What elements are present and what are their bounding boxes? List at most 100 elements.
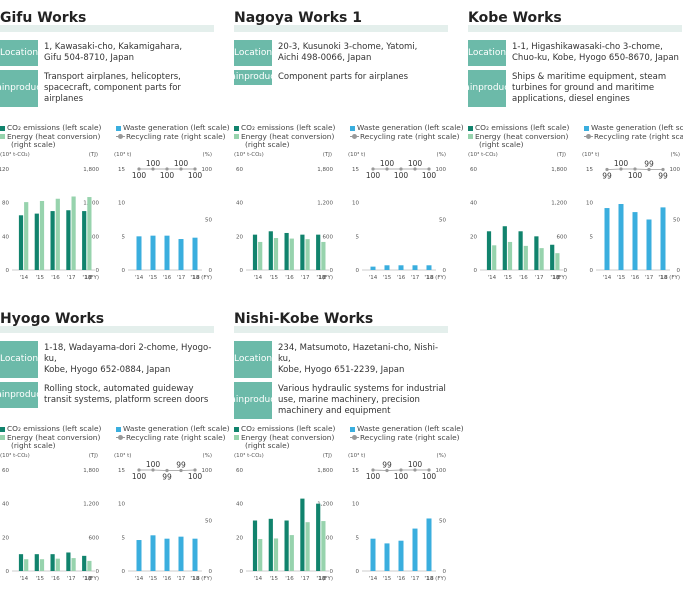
energy-bar bbox=[539, 248, 544, 270]
products-row: MainproductsRolling stock, automated gui… bbox=[0, 382, 214, 408]
products-value: Ships & maritime equipment, steam turbine… bbox=[506, 70, 666, 107]
energy-bar bbox=[492, 245, 497, 270]
legend-waste-text: Waste generation (left scale) bbox=[123, 123, 230, 132]
co2-bar bbox=[284, 520, 289, 571]
co2-bar bbox=[50, 554, 55, 571]
legend-energy-text: Energy (heat conversion) bbox=[475, 131, 569, 141]
co2-swatch-icon bbox=[234, 125, 239, 131]
legend-energy-text: Energy (heat conversion) bbox=[7, 131, 101, 141]
waste-bar bbox=[426, 518, 432, 571]
year-tick-label: '15 bbox=[149, 275, 158, 281]
waste-bar bbox=[604, 208, 610, 270]
waste-bar bbox=[370, 538, 376, 571]
energy-bar bbox=[321, 521, 326, 571]
energy-bar bbox=[39, 200, 45, 270]
unit-tj: (TJ) bbox=[89, 152, 98, 158]
legend-co2-energy: CO₂ emissions (left scale) Energy (heat c… bbox=[234, 424, 336, 451]
products-line: airplanes bbox=[44, 94, 84, 104]
waste-bar bbox=[370, 266, 376, 270]
energy-swatch-icon bbox=[234, 134, 239, 139]
year-tick-label: '17 bbox=[411, 275, 420, 281]
energy-tick-label: 1,200 bbox=[83, 502, 99, 508]
legend-item-energy: Energy (heat conversion) bbox=[0, 433, 101, 443]
co2-tick-label: 120 bbox=[0, 167, 9, 173]
energy-bar bbox=[258, 539, 263, 571]
recycle-tick-label: 0 bbox=[443, 569, 447, 575]
legend-co2-text: CO₂ emissions (left scale) bbox=[7, 424, 102, 433]
recycle-line-icon bbox=[350, 435, 359, 440]
year-tick-label: '17 bbox=[411, 576, 420, 582]
recycle-point bbox=[193, 167, 197, 171]
waste-tick-label: 15 bbox=[352, 468, 359, 474]
year-tick-label: '18 bbox=[550, 275, 560, 281]
products-label-line: Main bbox=[0, 389, 11, 400]
legend-waste-text: Waste generation (left scale) bbox=[357, 123, 464, 132]
year-tick-label: '18 bbox=[82, 576, 92, 582]
location-line: 1, Kawasaki-cho, Kakamigahara, bbox=[44, 42, 183, 52]
co2-bar bbox=[82, 555, 87, 571]
recycle-data-label: 100 bbox=[366, 472, 381, 481]
legend-item-waste: Waste generation (left scale) bbox=[350, 123, 464, 133]
legend-item-recycle: Recycling rate (right scale) bbox=[584, 132, 683, 142]
recycle-line-icon bbox=[584, 134, 593, 139]
waste-tick-label: 0 bbox=[122, 569, 126, 575]
legend-item-recycle: Recycling rate (right scale) bbox=[350, 433, 464, 443]
products-line: Component parts for airplanes bbox=[278, 72, 409, 82]
location-line: Gifu 504-8710, Japan bbox=[44, 53, 135, 63]
year-tick-label: '14 bbox=[135, 275, 144, 281]
waste-tick-label: 5 bbox=[590, 234, 594, 240]
year-tick-label: '18 bbox=[82, 275, 92, 281]
unit-pct: (%) bbox=[202, 453, 212, 459]
recycle-data-label: 100 bbox=[394, 171, 409, 180]
recycle-point bbox=[165, 167, 169, 171]
energy-tick-label: 0 bbox=[564, 268, 568, 274]
legend-energy-right-scale: (right scale) bbox=[245, 140, 290, 149]
recycle-point bbox=[427, 167, 431, 171]
location-value: 1-1, Higashikawasaki-cho 3-chome, Chuo-ku… bbox=[506, 40, 679, 66]
year-tick-label: '16 bbox=[285, 275, 294, 281]
recycle-data-label: 100 bbox=[188, 171, 203, 180]
waste-bar bbox=[384, 265, 390, 270]
co2-tick-label: 60 bbox=[236, 167, 243, 173]
waste-tick-label: 0 bbox=[356, 569, 360, 575]
legend-co2-text: CO₂ emissions (left scale) bbox=[241, 424, 336, 433]
fy-label: (FY) bbox=[556, 275, 567, 281]
co2-bar bbox=[268, 518, 273, 571]
location-label: Location bbox=[0, 40, 38, 66]
products-value: Transport airplanes, helicopters, spacecr… bbox=[38, 70, 181, 107]
fy-label: (FY) bbox=[435, 576, 446, 582]
energy-bar bbox=[305, 239, 310, 270]
recycle-line-icon bbox=[116, 435, 125, 440]
products-line: Rolling stock, automated guideway bbox=[44, 384, 194, 394]
waste-bar bbox=[150, 535, 156, 571]
year-tick-label: '14 bbox=[20, 576, 29, 582]
unit-waste: (10³ t) bbox=[582, 151, 599, 158]
year-tick-label: '15 bbox=[383, 576, 392, 582]
waste-tick-label: 10 bbox=[118, 201, 125, 207]
products-row: Main products Ships & maritime equipment, … bbox=[457, 70, 682, 107]
legend-energy-text: Energy (heat conversion) bbox=[241, 131, 335, 141]
fy-label: (FY) bbox=[201, 576, 212, 582]
co2-bar bbox=[252, 234, 258, 270]
products-value: Component parts for airplanes bbox=[272, 70, 408, 85]
year-tick-label: '16 bbox=[51, 576, 60, 582]
co2-swatch-icon bbox=[0, 426, 5, 432]
waste-bar bbox=[178, 536, 184, 571]
energy-bar bbox=[258, 241, 263, 270]
legend-item-waste: Waste generation (left scale) bbox=[584, 123, 683, 133]
co2-bar bbox=[518, 231, 523, 270]
co2-bar bbox=[284, 232, 289, 270]
legend-energy-right-scale: (right scale) bbox=[479, 140, 524, 149]
year-tick-label: '17 bbox=[177, 576, 186, 582]
products-label-line: Main bbox=[456, 83, 479, 93]
recycle-data-label: 100 bbox=[614, 159, 629, 168]
year-tick-label: '18 bbox=[190, 576, 200, 582]
energy-bar bbox=[523, 245, 528, 270]
location-row: Location 234, Matsumoto, Hazetani-cho, Ni… bbox=[234, 341, 448, 378]
co2-tick-label: 20 bbox=[470, 234, 477, 240]
energy-swatch-icon bbox=[468, 134, 473, 139]
year-tick-label: '14 bbox=[254, 275, 263, 281]
works-panel: Hyogo Works Location 1-18, Wadayama-dori 2… bbox=[0, 309, 214, 408]
recycle-data-label: 100 bbox=[394, 472, 409, 481]
